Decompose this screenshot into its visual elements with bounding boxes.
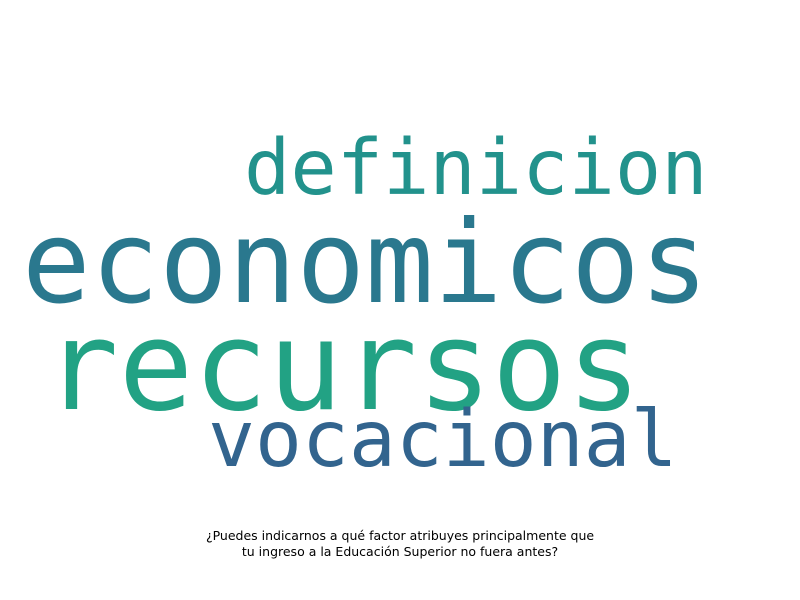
word-economicos: economicos (22, 196, 709, 329)
caption-line-1: ¿Puedes indicarnos a qué factor atribuye… (205, 528, 595, 543)
word-definicion: definicion (244, 124, 708, 213)
word-recursos: recursos (44, 295, 642, 439)
question-caption: ¿Puedes indicarnos a qué factor atribuye… (100, 528, 700, 560)
caption-line-2: tu ingreso a la Educación Superior no fu… (241, 544, 559, 559)
word-vocacional: vocacional (208, 395, 678, 485)
